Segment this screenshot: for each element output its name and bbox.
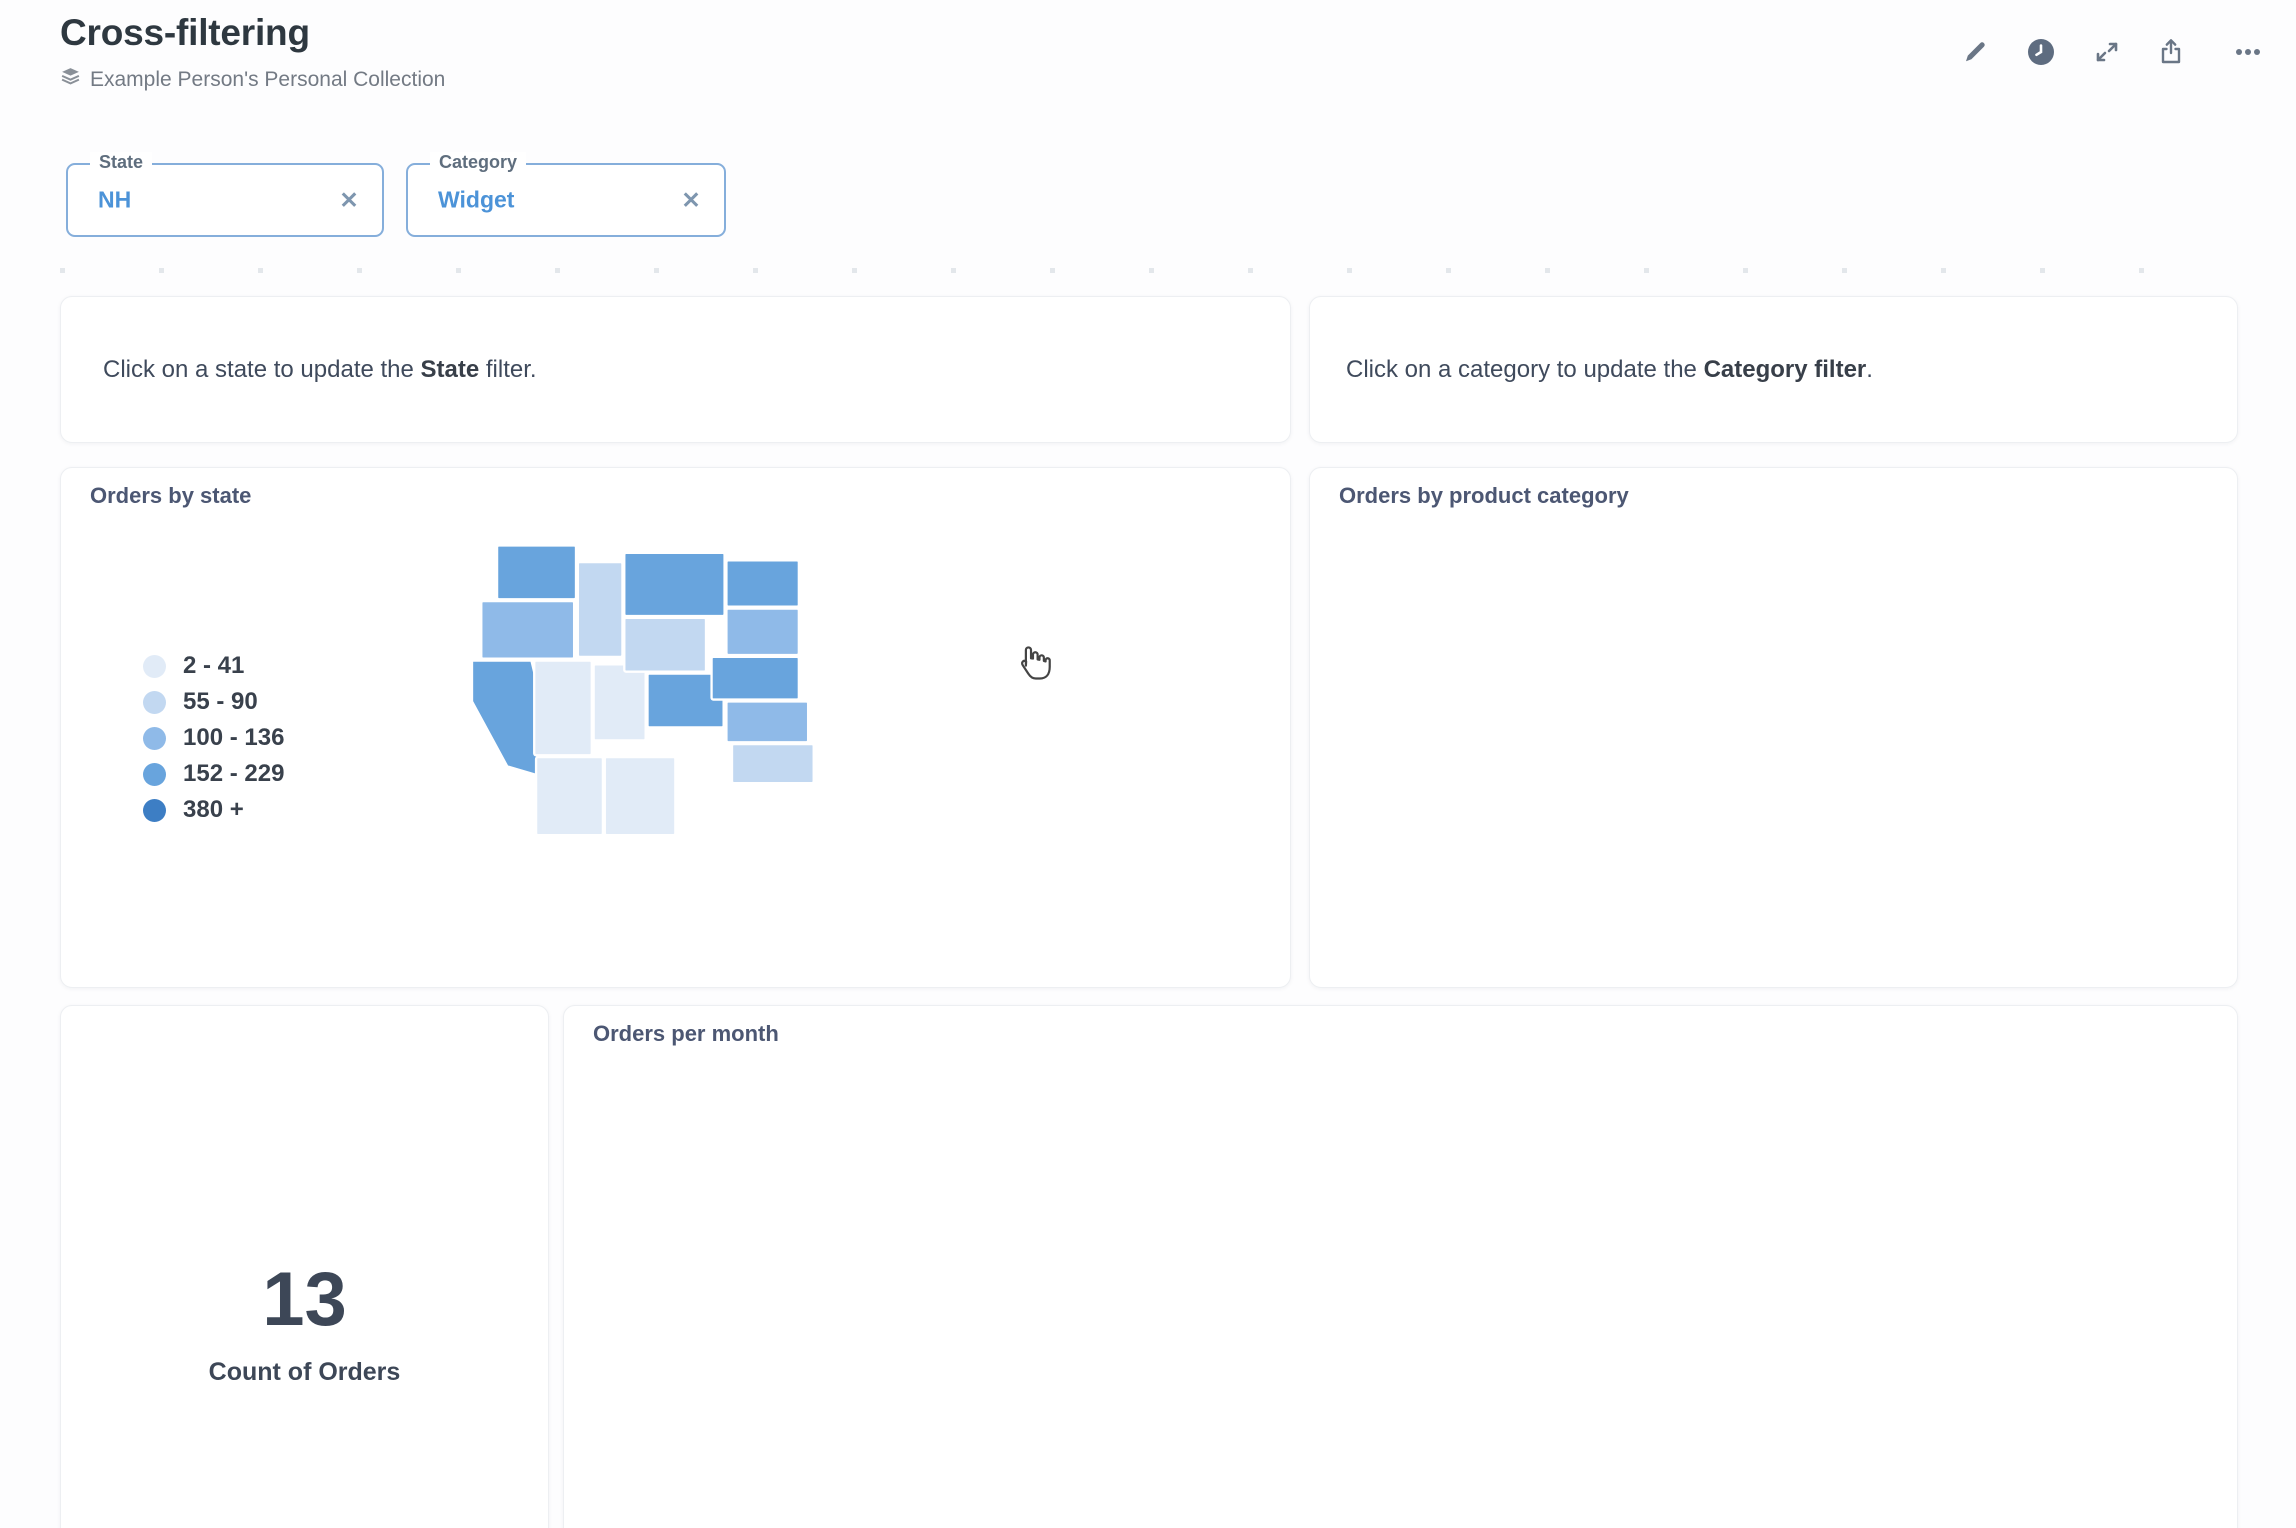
orders-by-state-card: Orders by state 2 - 41 55 - 90 100 - 136… [60, 467, 1291, 988]
legend-item: 380 + [143, 792, 284, 828]
state-sd[interactable] [725, 607, 801, 657]
filter-state-label: State [90, 152, 153, 173]
state-ut[interactable] [592, 663, 647, 742]
legend-dot [143, 798, 166, 822]
scalar-value[interactable]: 13 [262, 1257, 347, 1342]
orders-by-state-title: Orders by state [90, 483, 252, 508]
orders-line-chart[interactable] [564, 1006, 2239, 1528]
history-clock-button[interactable] [2019, 30, 2063, 74]
orders-by-category-card: Orders by product category [1309, 467, 2238, 988]
state-ks[interactable] [725, 700, 810, 744]
filter-state[interactable]: State NH ✕ [66, 152, 384, 237]
legend-item: 2 - 41 [143, 648, 284, 684]
filter-category-clear-icon[interactable]: ✕ [674, 183, 708, 217]
filter-category[interactable]: Category Widget ✕ [406, 152, 726, 237]
dashboard-grid-dots [60, 268, 2238, 273]
state-or[interactable] [480, 599, 576, 660]
orders-per-month-card: Orders per month [563, 1005, 2238, 1528]
orders-per-month-title: Orders per month [593, 1021, 779, 1046]
state-wa[interactable] [495, 544, 578, 601]
text-card-category: Click on a category to update the Catego… [1309, 296, 2238, 443]
page-title: Cross-filtering [60, 12, 310, 53]
more-options-button[interactable] [2226, 30, 2270, 74]
map-legend: 2 - 41 55 - 90 100 - 136 152 - 229 380 + [143, 648, 284, 828]
state-az[interactable] [534, 755, 605, 837]
legend-dot [143, 654, 166, 678]
state-wy[interactable] [623, 616, 708, 673]
mouse-cursor-hand [1012, 640, 1052, 689]
text-card-state: Click on a state to update the State fil… [60, 296, 1291, 443]
filter-state-value[interactable]: NH [98, 186, 132, 213]
legend-item: 100 - 136 [143, 720, 284, 756]
us-choropleth-map[interactable] [446, 538, 1096, 928]
scalar-label: Count of Orders [208, 1358, 401, 1386]
state-nm[interactable] [603, 755, 677, 837]
fullscreen-button[interactable] [2085, 30, 2129, 74]
filter-state-clear-icon[interactable]: ✕ [332, 183, 366, 217]
text-card-category-body: Click on a category to update the Catego… [1346, 355, 1873, 383]
state-nd[interactable] [725, 559, 801, 608]
count-of-orders-card: 13 Count of Orders [60, 1005, 549, 1528]
share-button[interactable] [2149, 30, 2193, 74]
filter-category-label: Category [430, 152, 527, 173]
state-mt[interactable] [623, 551, 726, 618]
legend-dot [143, 690, 166, 714]
edit-pencil-button[interactable] [1953, 30, 1997, 74]
legend-item: 55 - 90 [143, 684, 284, 720]
breadcrumb[interactable]: Example Person's Personal Collection [60, 66, 445, 93]
text-card-state-body: Click on a state to update the State fil… [103, 355, 537, 383]
state-nv[interactable] [533, 659, 593, 757]
legend-dot [143, 726, 166, 750]
category-bar-chart[interactable] [1310, 468, 2239, 987]
filter-category-value[interactable]: Widget [438, 186, 515, 213]
legend-dot [143, 762, 166, 786]
state-id[interactable] [576, 560, 624, 659]
orders-by-category-title: Orders by product category [1339, 483, 1629, 508]
collection-name: Example Person's Personal Collection [90, 67, 446, 91]
state-ne[interactable] [710, 655, 801, 701]
collection-layers-icon [60, 66, 81, 93]
legend-item: 152 - 229 [143, 756, 284, 792]
state-ok[interactable] [730, 742, 815, 785]
